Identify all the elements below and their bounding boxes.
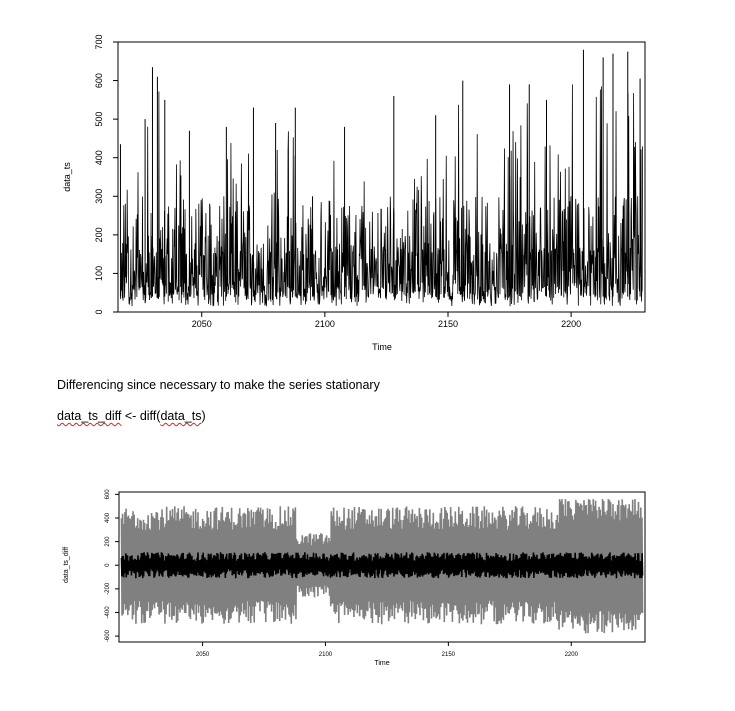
x-axis: 2050 2100 2150 2200 xyxy=(192,312,581,329)
x-tick-label: 2100 xyxy=(315,319,335,329)
y-tick-label: 400 xyxy=(105,512,111,523)
diff-series-inner xyxy=(120,552,644,579)
x-axis: 2050 2100 2150 2200 xyxy=(196,642,579,658)
code-line: data_ts_diff <- diff(data_ts) xyxy=(57,409,206,423)
x-axis-label: Time xyxy=(372,342,392,352)
y-tick-label: 700 xyxy=(94,34,104,49)
code-close: ) xyxy=(201,409,206,423)
y-axis: -600 -400 -200 0 200 400 600 xyxy=(105,489,119,642)
x-tick-label: 2150 xyxy=(442,652,456,658)
y-tick-label: 200 xyxy=(94,227,104,242)
y-tick-label: -400 xyxy=(105,606,111,619)
y-tick-label: 600 xyxy=(105,489,111,500)
y-tick-label: 200 xyxy=(105,536,111,547)
y-tick-label: 400 xyxy=(94,150,104,165)
body-paragraph: Differencing since necessary to make the… xyxy=(57,378,380,392)
x-axis-label: Time xyxy=(374,660,389,667)
y-axis: 0 100 200 300 400 500 600 700 xyxy=(94,34,118,315)
y-tick-label: 600 xyxy=(94,73,104,88)
y-tick-label: -200 xyxy=(105,582,111,595)
x-tick-label: 2200 xyxy=(565,652,579,658)
differenced-series-chart: 2050 2100 2150 2200 -600-400-2000200400600 … xyxy=(63,489,646,667)
diff-series-inner-path xyxy=(120,552,644,579)
code-var-name: data_ts_diff xyxy=(57,409,122,423)
series-line-path xyxy=(120,84,643,307)
y-axis-label: data_ts_diff xyxy=(63,547,70,583)
y-tick-label: -600 xyxy=(105,629,111,642)
series-line xyxy=(119,49,643,307)
x-tick-label: 2050 xyxy=(196,652,210,658)
x-tick-label: 2100 xyxy=(319,652,333,658)
time-series-chart: 2050 2100 2150 2200 0100200300400500600700 … xyxy=(62,34,646,352)
y-tick-label: 0 xyxy=(105,563,111,567)
plot-frame xyxy=(118,491,646,643)
y-tick-label: 0 xyxy=(94,309,104,314)
x-tick-label: 2050 xyxy=(192,319,212,329)
y-tick-label: 300 xyxy=(94,189,104,204)
y-tick-label: 100 xyxy=(94,266,104,281)
y-tick-label: 500 xyxy=(94,112,104,127)
x-tick-label: 2200 xyxy=(561,319,581,329)
code-arg: data_ts xyxy=(160,409,202,423)
y-axis-label: data_ts xyxy=(62,162,72,192)
code-assign: <- diff( xyxy=(121,409,161,423)
x-tick-label: 2150 xyxy=(438,319,458,329)
plot-frame xyxy=(117,41,646,313)
